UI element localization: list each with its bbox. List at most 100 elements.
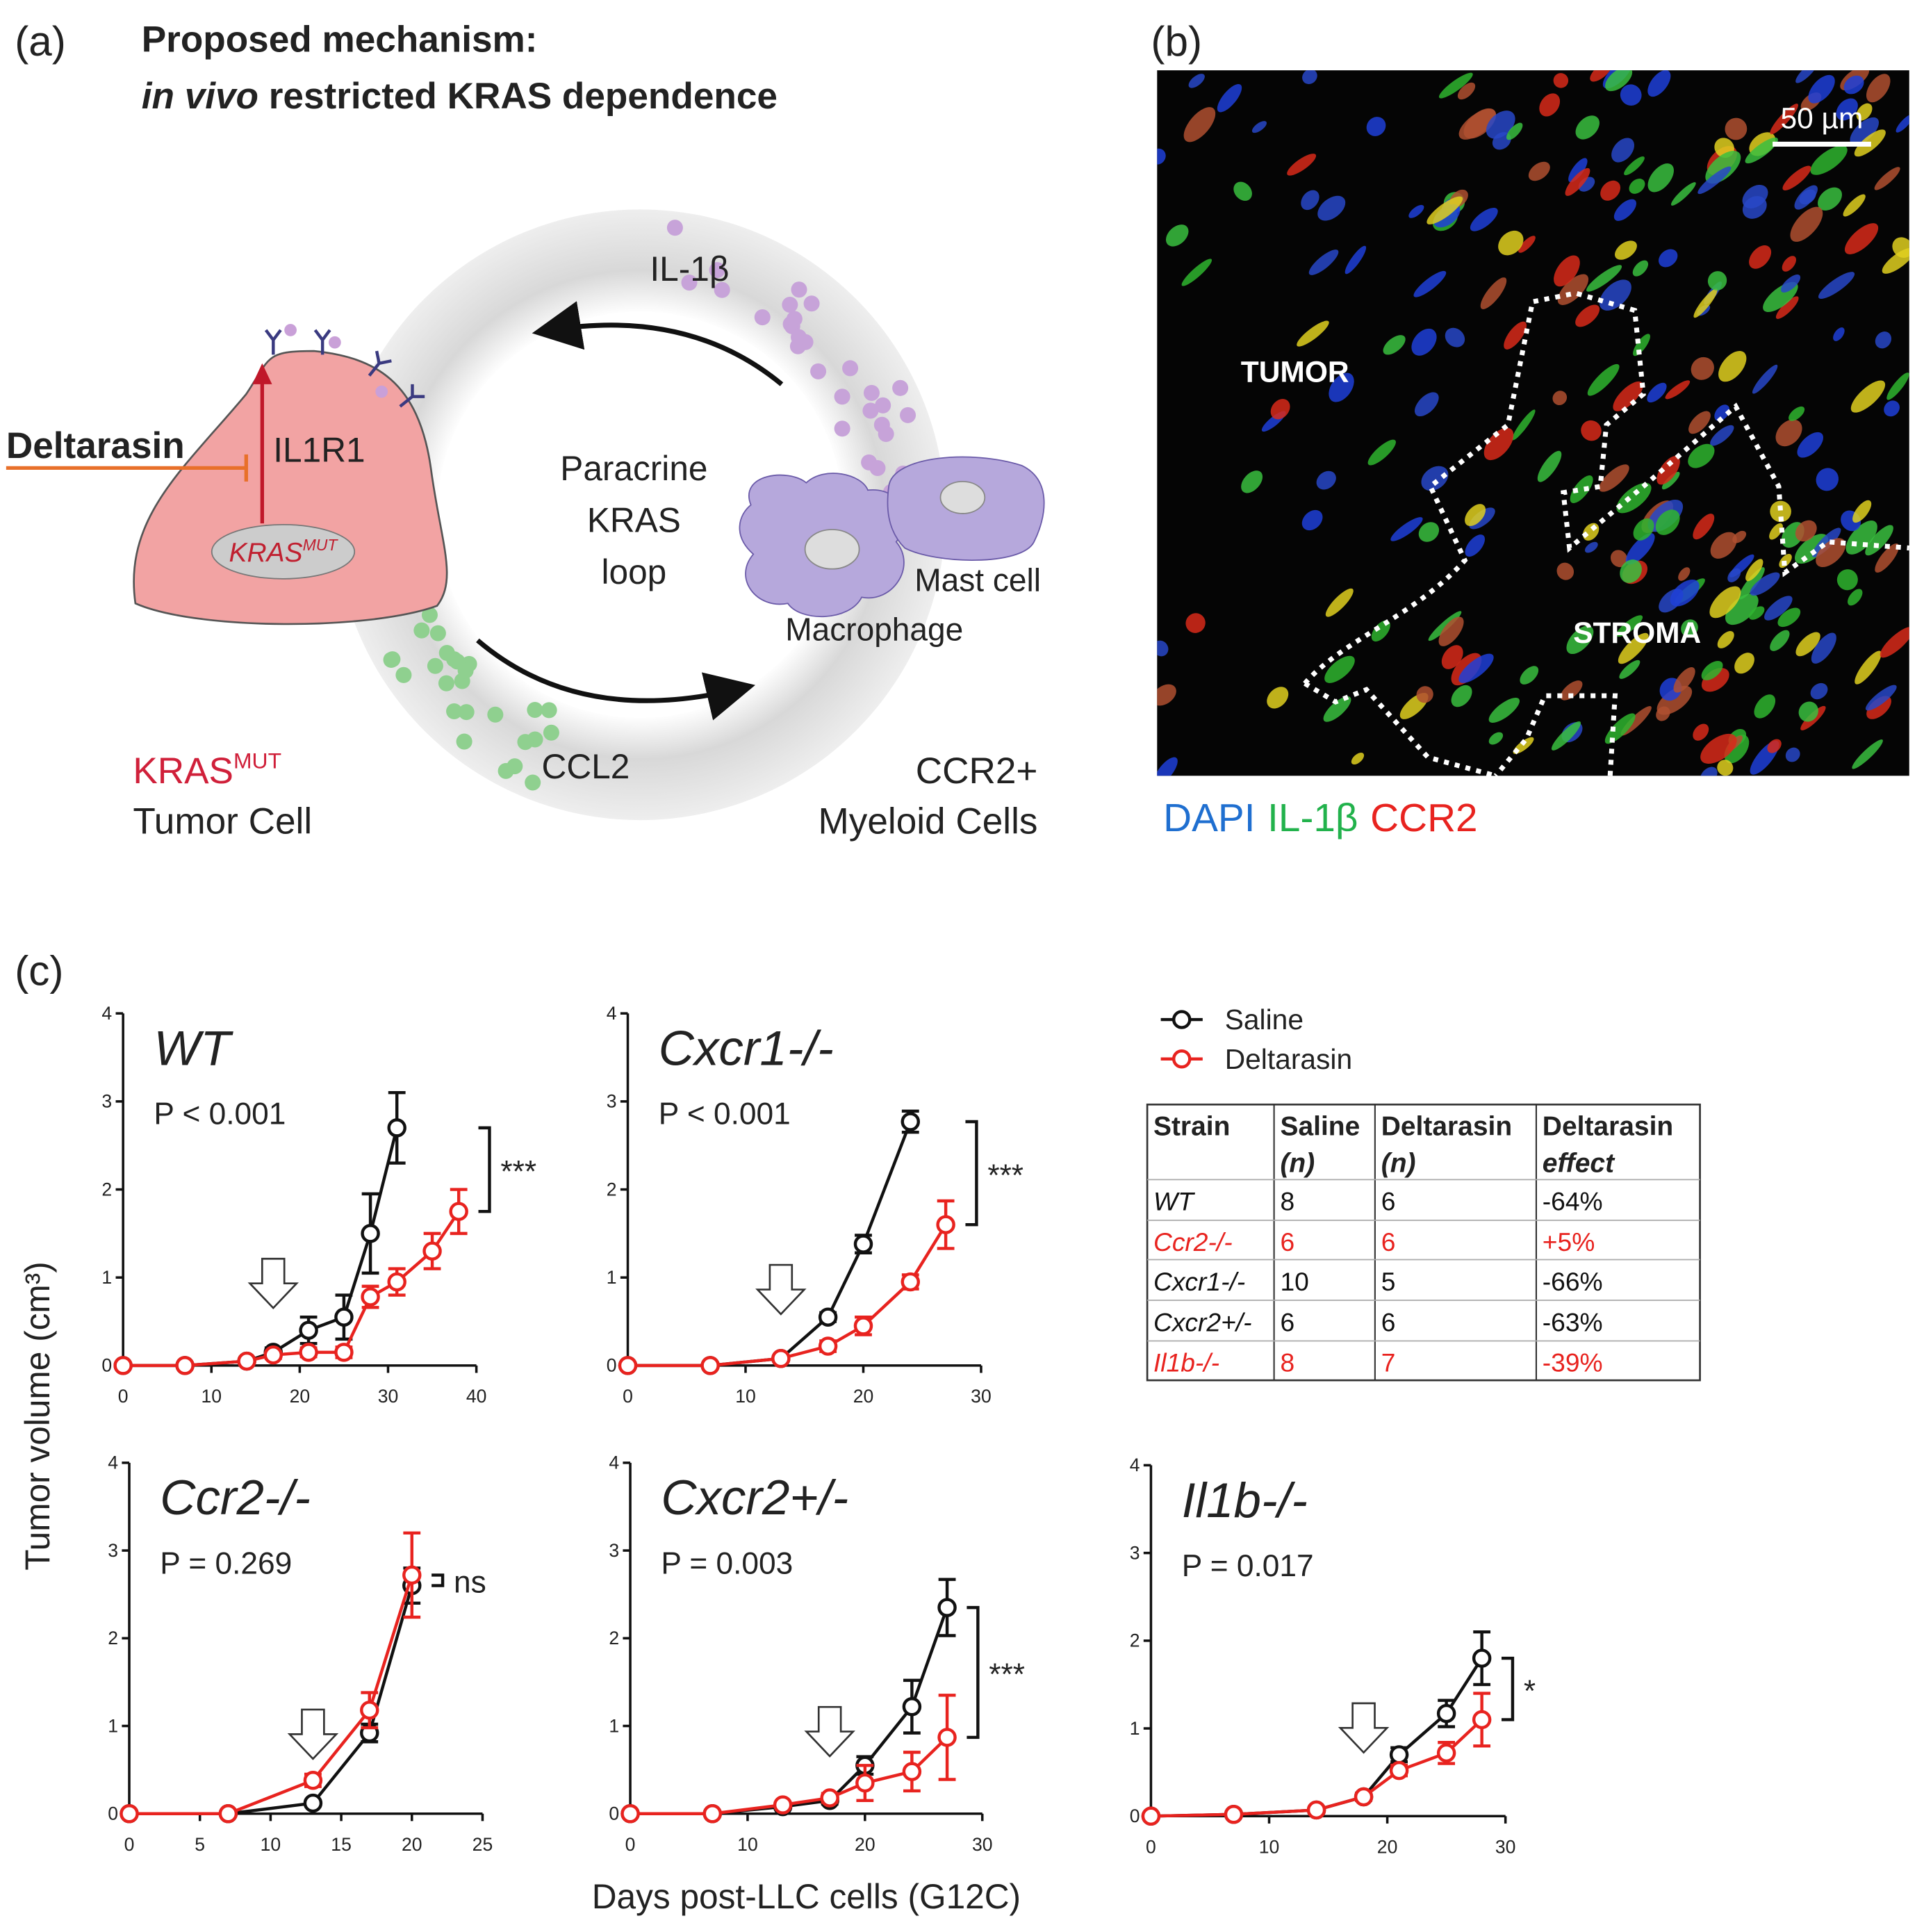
label: IL1R1	[273, 431, 365, 470]
table-cell: 6	[1381, 1227, 1396, 1256]
ligand	[810, 363, 827, 379]
cell	[1554, 255, 1580, 287]
cell	[1745, 559, 1763, 582]
cell	[1157, 640, 1169, 657]
y-tick-label: 3	[101, 1091, 112, 1112]
cell	[1325, 588, 1354, 617]
x-tick-label: 10	[261, 1834, 281, 1855]
cell	[1498, 230, 1524, 256]
data-point	[113, 1356, 133, 1375]
y-tick-label: 3	[1130, 1542, 1140, 1563]
cell	[1233, 181, 1252, 201]
treatment-arrow	[287, 1708, 339, 1760]
data-point	[360, 1701, 379, 1720]
ligand	[900, 407, 916, 423]
data-point	[361, 1224, 380, 1243]
chart: 0 1 2 3 4 0 10 20 30 Il1b-/- P = 0.017 *	[1130, 1455, 1536, 1857]
cell	[1390, 517, 1423, 541]
cell	[1575, 115, 1600, 140]
cell	[1693, 288, 1718, 318]
data-point	[1224, 1805, 1244, 1824]
cell	[1366, 117, 1386, 136]
panel-label: (c)	[15, 947, 63, 994]
significance-bracket	[1501, 1656, 1515, 1721]
y-tick-label: 1	[108, 1715, 118, 1736]
cell	[1165, 224, 1189, 247]
ligand	[875, 397, 891, 414]
cell	[1560, 680, 1583, 701]
series-line	[630, 1607, 949, 1815]
cell	[1725, 117, 1748, 140]
cell	[1896, 114, 1909, 133]
data-point	[773, 1795, 793, 1815]
data-point	[618, 1356, 638, 1375]
cell	[1738, 567, 1765, 600]
cell	[1764, 596, 1793, 621]
cell	[1811, 632, 1836, 664]
y-tick-label: 4	[609, 1452, 619, 1473]
cell	[1441, 645, 1463, 669]
cell	[1655, 509, 1680, 535]
cell	[1852, 739, 1883, 769]
cell	[1465, 504, 1486, 526]
cell	[1656, 456, 1680, 485]
cell	[1557, 274, 1589, 305]
label: Tumor Cell	[133, 801, 312, 842]
cell	[1795, 520, 1817, 542]
data-point	[299, 1343, 318, 1362]
cell	[1808, 74, 1835, 104]
cell	[1886, 373, 1909, 400]
ligand	[791, 281, 807, 298]
y-tick-label: 2	[108, 1628, 118, 1648]
cell	[1752, 364, 1778, 394]
legend-label: Deltarasin	[1225, 1043, 1352, 1075]
ligand	[449, 653, 466, 670]
significance: ***	[987, 1159, 1023, 1193]
x-tick-label: 20	[855, 1834, 875, 1855]
chart: 0 1 2 3 4 0 5 10 15 20 25 Ccr2-/- P = 0.269 ns	[108, 1452, 493, 1855]
cell	[1734, 653, 1754, 674]
data-point	[1436, 1703, 1456, 1724]
micrograph-cells	[1157, 70, 1909, 776]
cell	[1714, 404, 1730, 421]
table-cell: -66%	[1543, 1267, 1603, 1296]
cell	[1811, 527, 1841, 557]
arrowhead	[252, 363, 272, 384]
table-border	[1146, 1103, 1701, 1382]
table-cell: WT	[1153, 1187, 1195, 1216]
cell	[1775, 419, 1802, 447]
nucleus	[939, 480, 986, 514]
chart-title: Cxcr2+/-	[661, 1471, 848, 1525]
ligand	[863, 384, 880, 401]
table-cell: 6	[1280, 1227, 1294, 1256]
ligand	[429, 625, 446, 641]
cell	[1297, 320, 1329, 347]
label-part: KRAS	[229, 538, 302, 568]
cell	[1458, 108, 1496, 140]
cell	[1754, 694, 1776, 719]
data-point	[303, 1793, 323, 1813]
cell	[1470, 207, 1498, 231]
panel-b: (b) 50 µm TUMOR STROMA DAPI IL-1β CCR2	[1151, 17, 1910, 840]
data-point	[1389, 1760, 1409, 1780]
x-tick-label: 0	[623, 1386, 633, 1407]
cell	[1624, 156, 1645, 176]
cell	[1880, 627, 1909, 658]
data-point	[387, 1118, 406, 1138]
label-part: KRAS	[133, 751, 233, 792]
panel-c: (c) Tumor volume (cm³) Days post-LLC cel…	[15, 947, 1701, 1916]
cell	[1678, 567, 1691, 581]
significance-bracket	[965, 1120, 978, 1227]
cell	[1518, 236, 1536, 253]
ligand	[517, 734, 534, 751]
cell	[1614, 240, 1637, 260]
cell	[1418, 522, 1440, 542]
ligand	[782, 296, 798, 313]
cell	[1693, 514, 1715, 540]
y-tick-label: 3	[108, 1540, 118, 1561]
cell	[1781, 275, 1801, 293]
nucleus	[804, 529, 860, 570]
panel-label: (a)	[15, 17, 66, 65]
table-cell: Cxcr1-/-	[1153, 1267, 1245, 1296]
